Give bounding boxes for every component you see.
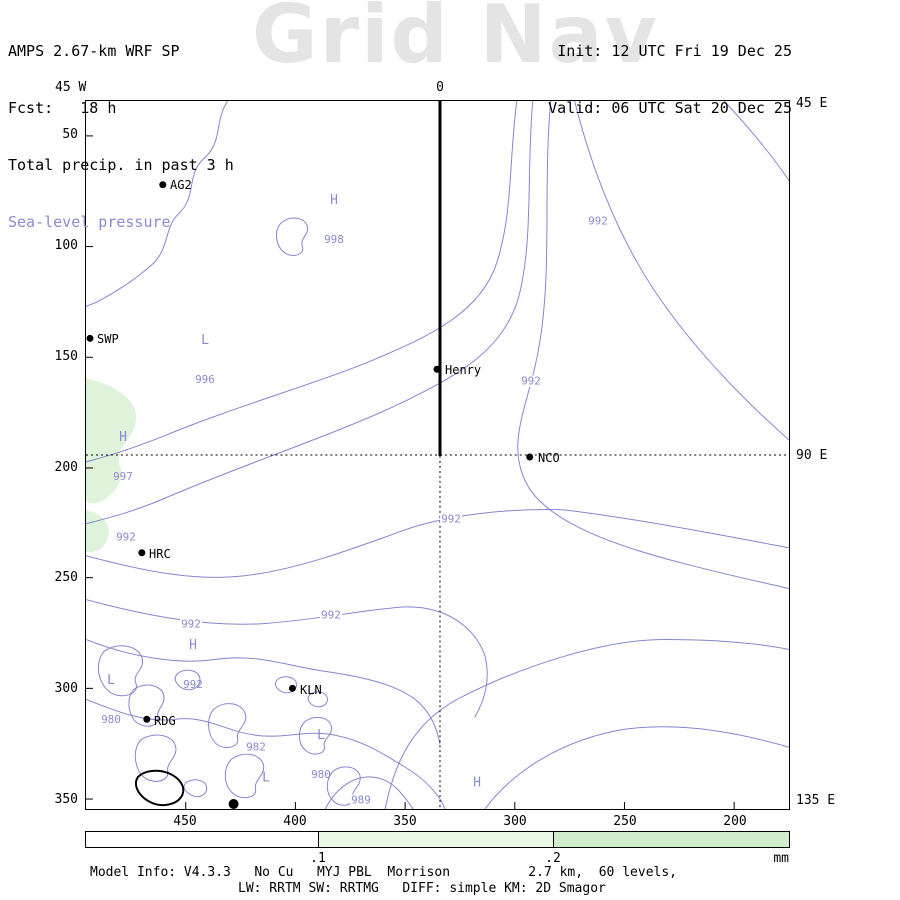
precip-colorbar bbox=[85, 831, 790, 848]
x-tick-label: 300 bbox=[503, 814, 527, 829]
station-label-rdg: RDG bbox=[154, 714, 176, 728]
colorbar-tick-0.1: .1 bbox=[310, 851, 326, 866]
pressure-value: 980 bbox=[311, 768, 331, 781]
x-tick-label: 350 bbox=[393, 814, 417, 829]
precip-shading bbox=[86, 378, 137, 553]
colorbar-segment-0 bbox=[86, 832, 319, 847]
pressure-value: 992 bbox=[183, 678, 203, 691]
station-dots bbox=[86, 181, 534, 723]
axis-tick-marks bbox=[86, 135, 735, 809]
pressure-letter: L bbox=[107, 673, 115, 688]
colorbar-tick-0.2: .2 bbox=[545, 851, 561, 866]
pressure-center-low-996: L 996 bbox=[189, 308, 220, 412]
pressure-value: 980 bbox=[101, 713, 121, 726]
pressure-value: 996 bbox=[195, 373, 215, 386]
isobar-label: 989 bbox=[350, 793, 372, 807]
pressure-center-high-997: H 997 bbox=[107, 405, 138, 509]
isobar-label: 992 bbox=[440, 512, 462, 526]
dashed-gridlines bbox=[86, 454, 789, 809]
y-tick-label: 100 bbox=[54, 238, 78, 253]
colorbar-segment-1 bbox=[318, 832, 553, 847]
pressure-center-low-980b: L 980 bbox=[305, 703, 336, 807]
y-tick-label: 250 bbox=[54, 570, 78, 585]
pressure-letter: H bbox=[330, 193, 338, 208]
station-label-hrc: HRC bbox=[149, 547, 171, 561]
init-time: Init: 12 UTC Fri 19 Dec 25 bbox=[557, 42, 792, 60]
station-label-swp: SWP bbox=[97, 332, 119, 346]
coord-label-45w: 45 W bbox=[55, 80, 87, 95]
grid-nav-watermark: Grid Nav bbox=[252, 0, 659, 81]
x-tick-label: 250 bbox=[613, 814, 637, 829]
model-title: AMPS 2.67-km WRF SP bbox=[8, 42, 180, 60]
pressure-letter: H bbox=[189, 638, 197, 653]
pressure-value: 998 bbox=[324, 233, 344, 246]
pressure-letter: L bbox=[201, 333, 209, 348]
station-label-kln: KLN bbox=[300, 683, 322, 697]
x-tick-label: 400 bbox=[283, 814, 307, 829]
valid-time: Valid: 06 UTC Sat 20 Dec 25 bbox=[548, 99, 792, 117]
coord-label-90e: 90 E bbox=[796, 448, 828, 463]
pressure-letter: H bbox=[119, 430, 127, 445]
coord-label-135e: 135 E bbox=[796, 793, 836, 808]
pressure-value: 997 bbox=[113, 470, 133, 483]
coord-label-0: 0 bbox=[436, 80, 444, 95]
isobar-label: 992 bbox=[320, 608, 342, 622]
coord-label-45e: 45 E bbox=[796, 96, 828, 111]
field-precip-label: Total precip. in past 3 h bbox=[8, 156, 234, 174]
y-tick-label: 50 bbox=[62, 127, 78, 142]
pressure-letter: L bbox=[262, 770, 270, 786]
colorbar-unit: mm bbox=[773, 851, 789, 866]
y-tick-label: 300 bbox=[54, 681, 78, 696]
y-tick-label: 200 bbox=[54, 460, 78, 475]
model-info-line2: LW: RRTM SW: RRTMG DIFF: simple KM: 2D S… bbox=[238, 881, 606, 896]
coastline-contour bbox=[135, 769, 239, 809]
pressure-center-high-998: H 998 bbox=[318, 168, 349, 272]
pressure-center-high-992: H 992 bbox=[177, 613, 208, 717]
forecast-hour: Fcst: 18 h bbox=[8, 99, 117, 117]
station-label-nco: NCO bbox=[538, 451, 560, 465]
isobar-label: 992 bbox=[587, 214, 609, 228]
pressure-letter: L bbox=[317, 728, 325, 743]
map-plot-area: AG2 SWP Henry NCO HRC KLN RDG H 998 L 99… bbox=[85, 100, 790, 810]
header-left: AMPS 2.67-km WRF SP Fcst: 18 h Total pre… bbox=[8, 4, 234, 251]
model-info-line1: Model Info: V4.3.3 No Cu MYJ PBL Morriso… bbox=[90, 865, 677, 880]
colorbar-segment-2 bbox=[552, 832, 789, 847]
station-label-ag2: AG2 bbox=[170, 178, 192, 192]
field-slp-label: Sea-level pressure bbox=[8, 213, 171, 231]
isobar-label: 992 bbox=[520, 374, 542, 388]
isobar-label: 982 bbox=[245, 740, 267, 754]
x-tick-label: 450 bbox=[173, 814, 197, 829]
pressure-center-high-d: H bbox=[461, 751, 492, 842]
isobar-label: 992 bbox=[115, 530, 137, 544]
pressure-letter: H bbox=[473, 775, 481, 791]
x-tick-label: 200 bbox=[723, 814, 747, 829]
pressure-center-low-c: L bbox=[250, 746, 281, 837]
station-label-henry: Henry bbox=[445, 363, 482, 377]
header-right: Init: 12 UTC Fri 19 Dec 25 Valid: 06 UTC… bbox=[548, 4, 792, 137]
y-tick-label: 350 bbox=[54, 792, 78, 807]
pressure-center-low-980a: L 980 bbox=[95, 648, 126, 752]
isobar-label: 992 bbox=[180, 617, 202, 631]
y-tick-label: 150 bbox=[54, 349, 78, 364]
